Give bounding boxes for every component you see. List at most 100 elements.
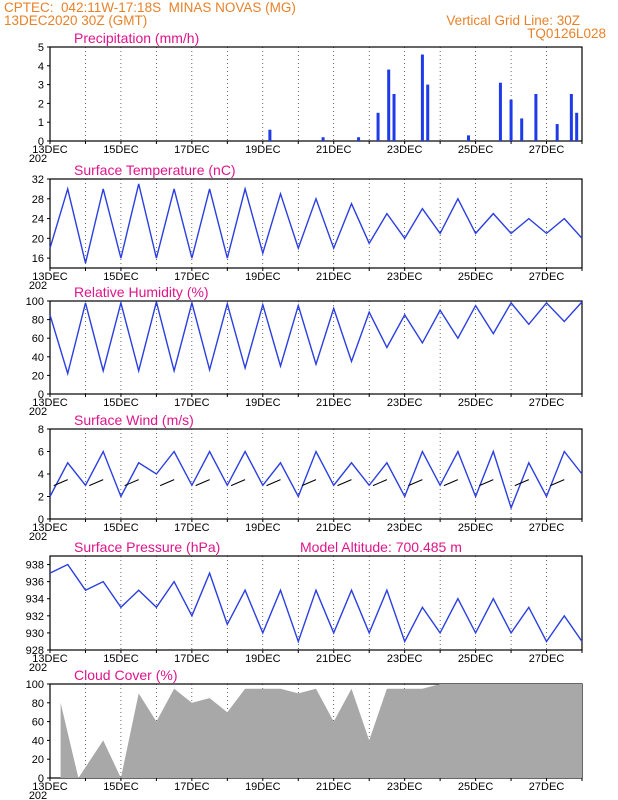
x-tick-label: 17DEC: [174, 653, 210, 665]
wind-vector: [408, 479, 423, 487]
precip-bar: [498, 82, 502, 141]
x-tick-label: 27DEC: [529, 144, 565, 156]
y-tick-label: 6: [38, 447, 44, 459]
panel-frame: [49, 300, 583, 395]
panel-frame: [49, 428, 583, 520]
wind-vector: [266, 479, 281, 487]
series-line: [49, 183, 583, 264]
precip-bar: [575, 112, 579, 141]
y-tick-label: 80: [32, 315, 44, 327]
x-tick-label: 27DEC: [529, 522, 565, 534]
y-tick-label: 60: [32, 333, 44, 345]
x-tick-label: 13DEC: [32, 781, 68, 793]
precip-bar: [509, 99, 513, 141]
x-tick-label: 15DEC: [103, 781, 139, 793]
x-tick-label: 23DEC: [387, 781, 423, 793]
precip-bar: [268, 129, 272, 141]
precip-bar: [387, 69, 391, 141]
x-tick-label: 15DEC: [103, 271, 139, 283]
y-tick-label: 0: [38, 136, 44, 148]
x-tick-label: 19DEC: [245, 781, 281, 793]
x-tick-label: 23DEC: [387, 653, 423, 665]
precip-bar: [392, 94, 396, 141]
wind-vector: [337, 479, 352, 487]
wind-vector: [53, 479, 68, 487]
series-line: [49, 449, 583, 510]
x-tick-fragment: 202: [29, 662, 47, 674]
y-tick-label: 5: [38, 42, 44, 54]
y-tick-label: 934: [26, 594, 44, 606]
panel-annotation: Model Altitude: 700.485 m: [300, 539, 462, 555]
wind-vector: [301, 479, 317, 487]
x-tick-fragment: 202: [29, 280, 47, 292]
panel-title: Surface Wind (m/s): [74, 412, 194, 428]
y-tick-label: 1: [38, 117, 44, 129]
x-tick-label: 21DEC: [316, 522, 352, 534]
x-tick-label: 17DEC: [174, 271, 210, 283]
series-line: [49, 300, 583, 377]
cloud-area: [60, 684, 583, 778]
y-tick-label: 928: [26, 645, 44, 657]
wind-vector: [159, 479, 175, 487]
x-tick-label: 17DEC: [174, 522, 210, 534]
x-tick-label: 17DEC: [174, 397, 210, 409]
wind-vector: [230, 479, 246, 487]
precip-bar: [534, 94, 538, 141]
x-tick-label: 17DEC: [174, 144, 210, 156]
x-tick-label: 25DEC: [458, 781, 494, 793]
x-tick-label: 23DEC: [387, 144, 423, 156]
x-tick-label: 19DEC: [245, 144, 281, 156]
series-line: [49, 563, 583, 644]
y-tick-label: 932: [26, 611, 44, 623]
x-tick-label: 13DEC: [32, 522, 68, 534]
header-line1: CPTEC: 042:11W-17:18S MINAS NOVAS (MG): [4, 0, 296, 15]
y-tick-label: 0: [38, 514, 44, 526]
y-tick-label: 0: [38, 389, 44, 401]
x-tick-label: 27DEC: [529, 781, 565, 793]
precip-bar: [426, 84, 430, 141]
panel-title: Precipitation (mm/h): [74, 30, 199, 46]
precip-bar: [555, 124, 559, 141]
panel-title: Cloud Cover (%): [74, 667, 177, 683]
x-tick-label: 17DEC: [174, 781, 210, 793]
x-tick-label: 27DEC: [529, 271, 565, 283]
y-tick-label: 0: [38, 773, 44, 785]
y-tick-label: 80: [32, 698, 44, 710]
x-tick-label: 23DEC: [387, 522, 423, 534]
y-tick-label: 4: [38, 61, 44, 73]
y-tick-label: 938: [26, 560, 44, 572]
y-tick-label: 936: [26, 577, 44, 589]
y-tick-label: 20: [32, 754, 44, 766]
x-tick-label: 19DEC: [245, 397, 281, 409]
y-tick-label: 32: [32, 174, 44, 186]
x-tick-label: 15DEC: [103, 144, 139, 156]
precip-bar: [420, 54, 424, 141]
y-tick-label: 20: [32, 370, 44, 382]
precip-bar: [321, 137, 325, 141]
wind-vector: [514, 479, 529, 487]
x-tick-label: 25DEC: [458, 653, 494, 665]
x-tick-fragment: 202: [29, 790, 47, 800]
x-tick-label: 27DEC: [529, 397, 565, 409]
x-tick-label: 25DEC: [458, 522, 494, 534]
y-tick-label: 16: [32, 253, 44, 265]
x-tick-label: 21DEC: [316, 397, 352, 409]
x-tick-label: 21DEC: [316, 653, 352, 665]
x-tick-fragment: 202: [29, 531, 47, 543]
y-tick-label: 60: [32, 717, 44, 729]
y-tick-label: 8: [38, 424, 44, 436]
x-tick-label: 13DEC: [32, 271, 68, 283]
panel-frame: [49, 46, 583, 142]
precip-bar: [376, 112, 380, 141]
x-tick-label: 21DEC: [316, 781, 352, 793]
panel-title: Surface Pressure (hPa): [74, 539, 220, 555]
header-model-code: TQ0126L028: [527, 26, 606, 41]
precip-bar: [467, 135, 471, 141]
y-tick-label: 3: [38, 80, 44, 92]
y-tick-label: 2: [38, 98, 44, 110]
y-tick-label: 100: [26, 679, 44, 691]
wind-vector: [89, 479, 104, 487]
y-tick-label: 24: [32, 214, 44, 226]
y-tick-label: 20: [32, 233, 44, 245]
